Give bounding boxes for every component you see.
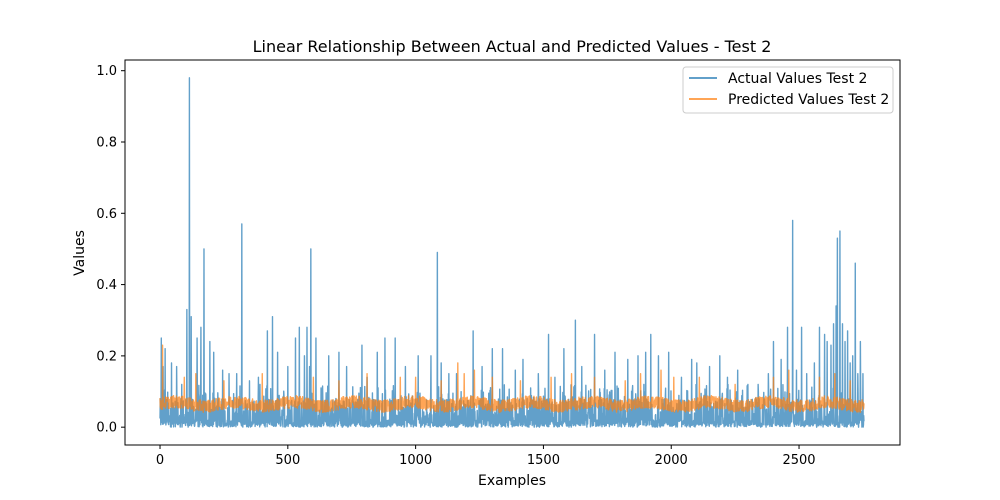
series-layer bbox=[159, 77, 865, 428]
y-tick-label: 1.0 bbox=[96, 64, 117, 79]
chart-title: Linear Relationship Between Actual and P… bbox=[253, 37, 772, 56]
x-axis-label: Examples bbox=[478, 473, 546, 489]
x-tick-label: 2000 bbox=[655, 453, 688, 468]
x-axis-ticks: 0 500 1000 1500 2000 2500 bbox=[156, 445, 816, 468]
x-tick-label: 500 bbox=[275, 453, 300, 468]
y-tick-label: 0.0 bbox=[96, 421, 117, 436]
legend-label-predicted: Predicted Values Test 2 bbox=[728, 92, 889, 108]
y-axis-ticks: 0.0 0.2 0.4 0.6 0.8 1.0 bbox=[96, 64, 125, 436]
legend-box bbox=[682, 66, 894, 114]
x-tick-label: 1500 bbox=[527, 453, 560, 468]
x-tick-label: 1000 bbox=[399, 453, 432, 468]
x-tick-label: 2500 bbox=[782, 453, 815, 468]
legend-label-actual: Actual Values Test 2 bbox=[728, 71, 867, 87]
y-tick-label: 0.6 bbox=[96, 207, 117, 222]
y-tick-label: 0.4 bbox=[96, 278, 117, 293]
y-axis-label: Values bbox=[72, 230, 88, 276]
axes-frame bbox=[124, 59, 901, 446]
y-tick-label: 0.8 bbox=[96, 135, 117, 150]
y-tick-label: 0.2 bbox=[96, 349, 117, 364]
legend: Actual Values Test 2 Predicted Values Te… bbox=[682, 66, 894, 114]
x-tick-label: 0 bbox=[156, 453, 164, 468]
series-line-predicted bbox=[159, 344, 865, 414]
series-line-actual bbox=[159, 77, 865, 428]
